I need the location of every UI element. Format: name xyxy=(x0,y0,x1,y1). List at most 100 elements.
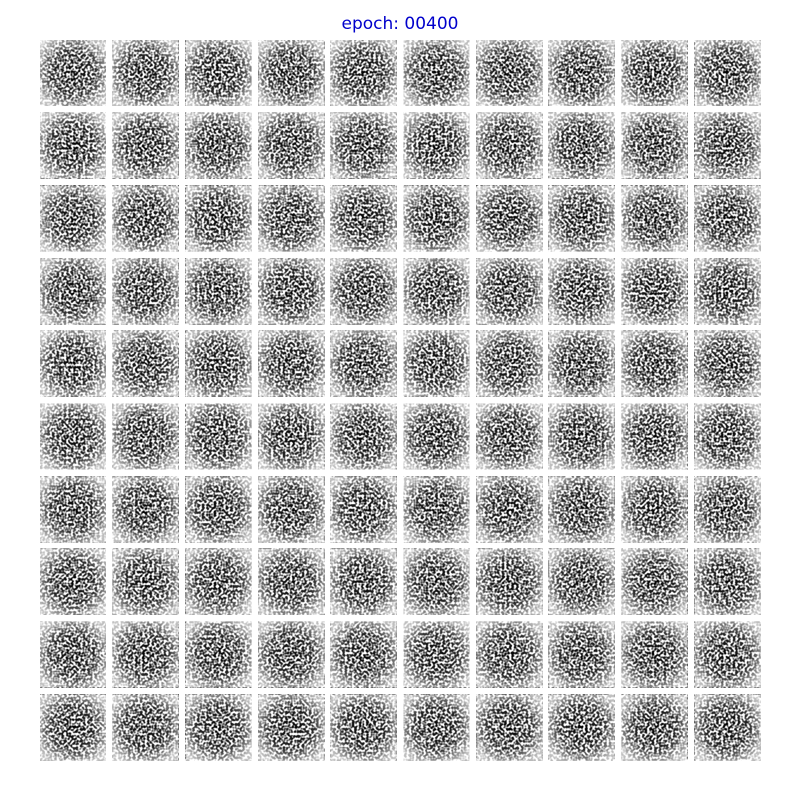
generated-image xyxy=(112,40,179,106)
generated-image xyxy=(403,330,470,397)
generated-image xyxy=(621,694,688,761)
generated-image xyxy=(185,694,252,761)
fade xyxy=(185,185,252,252)
generated-image xyxy=(403,112,470,179)
fade xyxy=(403,330,470,397)
generated-image xyxy=(476,330,543,397)
generated-image xyxy=(548,112,615,179)
fade xyxy=(40,476,106,543)
generated-image xyxy=(621,258,688,325)
generated-image xyxy=(185,40,252,106)
fade xyxy=(548,548,615,615)
generated-image xyxy=(112,403,179,470)
generated-image xyxy=(403,476,470,543)
fade xyxy=(40,621,106,688)
generated-image xyxy=(476,694,543,761)
fade xyxy=(621,258,688,325)
fade xyxy=(185,621,252,688)
fade xyxy=(621,112,688,179)
generated-image xyxy=(694,621,761,688)
fade xyxy=(476,621,543,688)
generated-image xyxy=(112,548,179,615)
fade xyxy=(403,621,470,688)
generated-image xyxy=(112,476,179,543)
generated-image xyxy=(185,330,252,397)
generated-image xyxy=(548,330,615,397)
generated-image xyxy=(621,112,688,179)
fade xyxy=(548,403,615,470)
generated-image xyxy=(476,476,543,543)
fade xyxy=(694,185,761,252)
generated-image xyxy=(694,258,761,325)
generated-image xyxy=(548,476,615,543)
fade xyxy=(621,403,688,470)
generated-image xyxy=(40,548,106,615)
fade xyxy=(112,403,179,470)
fade xyxy=(330,258,397,325)
generated-image xyxy=(548,185,615,252)
fade xyxy=(548,621,615,688)
generated-image xyxy=(548,40,615,106)
generated-image xyxy=(476,258,543,325)
fade xyxy=(621,330,688,397)
generated-image xyxy=(403,548,470,615)
fade xyxy=(476,330,543,397)
fade xyxy=(40,548,106,615)
fade xyxy=(330,330,397,397)
image-grid xyxy=(40,40,761,761)
generated-image xyxy=(476,403,543,470)
fade xyxy=(258,621,325,688)
generated-image xyxy=(548,258,615,325)
fade xyxy=(112,476,179,543)
generated-image xyxy=(621,185,688,252)
generated-image xyxy=(330,185,397,252)
fade xyxy=(258,185,325,252)
generated-image xyxy=(621,330,688,397)
fade xyxy=(330,476,397,543)
fade xyxy=(112,548,179,615)
fade xyxy=(330,548,397,615)
generated-image xyxy=(185,403,252,470)
fade xyxy=(548,694,615,761)
fade xyxy=(112,694,179,761)
fade xyxy=(403,476,470,543)
fade xyxy=(258,403,325,470)
fade xyxy=(112,258,179,325)
fade xyxy=(403,112,470,179)
generated-image xyxy=(40,112,106,179)
generated-image xyxy=(112,694,179,761)
generated-image xyxy=(476,40,543,106)
fade xyxy=(694,694,761,761)
fade xyxy=(476,694,543,761)
generated-image xyxy=(548,621,615,688)
fade xyxy=(694,258,761,325)
fade xyxy=(40,112,106,179)
fade xyxy=(476,112,543,179)
generated-image xyxy=(476,621,543,688)
generated-image xyxy=(621,403,688,470)
generated-image xyxy=(330,112,397,179)
fade xyxy=(621,476,688,543)
fade xyxy=(185,694,252,761)
fade xyxy=(476,548,543,615)
fade xyxy=(694,112,761,179)
fade xyxy=(40,258,106,325)
generated-image xyxy=(694,694,761,761)
generated-image xyxy=(258,185,325,252)
generated-image xyxy=(40,694,106,761)
generated-image xyxy=(258,112,325,179)
generated-image xyxy=(112,185,179,252)
fade xyxy=(694,548,761,615)
generated-image xyxy=(112,258,179,325)
generated-image xyxy=(258,330,325,397)
fade xyxy=(40,403,106,470)
fade xyxy=(548,40,615,106)
generated-image xyxy=(403,185,470,252)
fade xyxy=(112,330,179,397)
generated-image xyxy=(548,548,615,615)
fade xyxy=(330,403,397,470)
generated-image xyxy=(403,258,470,325)
generated-image xyxy=(185,548,252,615)
generated-image xyxy=(330,548,397,615)
fade xyxy=(403,403,470,470)
